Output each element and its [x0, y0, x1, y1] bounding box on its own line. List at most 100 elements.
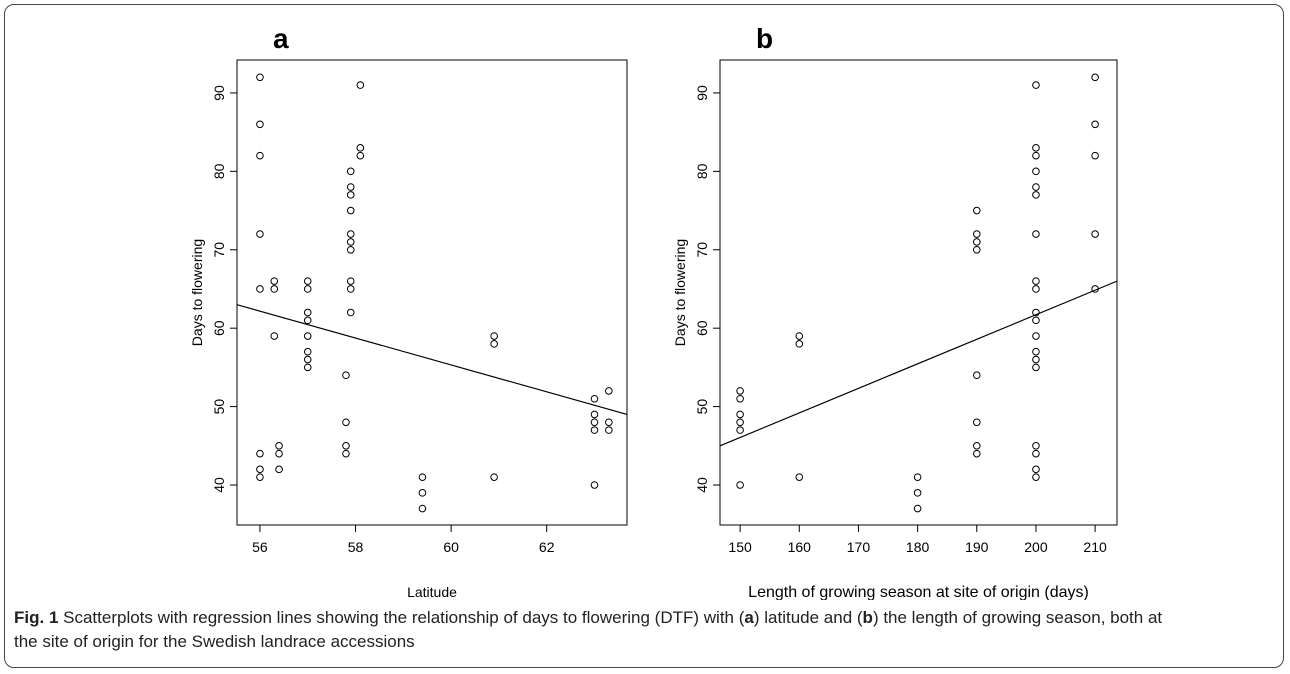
point: [256, 230, 264, 238]
caption-part: Scatterplots with regression lines showi…: [63, 608, 745, 627]
caption-text: Scatterplots with regression lines showi…: [14, 608, 1162, 651]
x-tick-label: 190: [965, 539, 989, 555]
point: [1091, 230, 1099, 238]
point: [346, 167, 355, 176]
y-tick-label: 60: [211, 320, 227, 336]
y-tick-label: 70: [211, 242, 227, 258]
point: [256, 151, 264, 160]
panel-label: b: [756, 23, 773, 54]
point: [1032, 442, 1040, 450]
point: [1032, 183, 1040, 191]
point: [1032, 277, 1040, 285]
x-tick-label: 62: [539, 539, 555, 555]
figure: a 56 58 60 62 40 50 60 70 80 90 Latitude Days to flo…: [189, 23, 1118, 600]
point: [303, 332, 312, 340]
point: [303, 277, 312, 285]
point: [972, 238, 981, 246]
point: [270, 285, 279, 293]
point: [736, 481, 744, 489]
point: [490, 332, 498, 340]
caption-part: b: [862, 608, 873, 627]
point: [346, 206, 355, 215]
point: [256, 473, 264, 481]
point: [342, 449, 350, 458]
point: [590, 481, 599, 489]
point: [256, 73, 264, 82]
point: [303, 355, 312, 364]
point: [1032, 316, 1040, 325]
point: [972, 371, 981, 380]
point: [1032, 285, 1040, 293]
point: [605, 426, 613, 434]
point: [346, 285, 355, 293]
point: [346, 183, 355, 191]
point: [490, 340, 498, 348]
point: [270, 277, 279, 285]
point: [1032, 347, 1040, 356]
point: [303, 285, 312, 293]
y-axis-label: Days to flowering: [189, 239, 205, 346]
y-tick-label: 90: [211, 85, 227, 101]
point: [346, 245, 355, 254]
point: [342, 418, 350, 427]
x-tick-label: 180: [906, 539, 930, 555]
regression-line: [236, 304, 628, 416]
y-tick-label: 80: [694, 163, 710, 179]
point: [303, 308, 312, 317]
point: [346, 191, 355, 199]
x-axis-label: Latitude: [407, 584, 457, 600]
point: [913, 489, 922, 497]
y-tick-label: 40: [211, 477, 227, 493]
point: [590, 426, 599, 434]
point: [270, 332, 279, 340]
point: [303, 347, 312, 356]
point: [1032, 230, 1040, 238]
point: [356, 151, 365, 160]
point: [490, 473, 498, 481]
point: [256, 120, 264, 129]
point: [913, 504, 922, 513]
caption-part: ) the length of growing season, both at …: [14, 608, 1163, 651]
caption-part: ) latitude and (: [753, 608, 863, 627]
y-tick-label: 60: [694, 320, 710, 336]
point: [590, 410, 599, 419]
point: [1032, 191, 1040, 199]
y-tick-label: 70: [694, 242, 710, 258]
point: [1032, 355, 1040, 364]
point: [736, 387, 744, 395]
point: [1032, 308, 1040, 317]
x-tick-label: 170: [847, 539, 871, 555]
y-tick-label: 40: [694, 477, 710, 493]
caption-part: a: [744, 608, 754, 627]
point: [346, 238, 355, 246]
caption: Fig. 1 Scatterplots with regression line…: [14, 606, 1164, 654]
x-tick-label: 150: [728, 539, 752, 555]
point: [1032, 332, 1040, 340]
point: [1032, 144, 1040, 152]
point: [303, 316, 312, 325]
y-tick-label: 80: [211, 163, 227, 179]
point: [256, 465, 264, 474]
panel-label: a: [273, 23, 289, 54]
y-tick-label: 50: [694, 399, 710, 415]
caption-label: Fig. 1: [14, 608, 59, 627]
point: [275, 442, 283, 450]
point: [972, 206, 981, 215]
point: [972, 418, 981, 427]
plot-box: [719, 59, 1118, 526]
point: [605, 387, 613, 395]
x-axis-label: Length of growing season at site of orig…: [748, 584, 1089, 600]
point: [418, 504, 427, 513]
point: [972, 442, 981, 450]
point: [972, 230, 981, 238]
point: [1032, 81, 1040, 89]
point: [736, 394, 744, 403]
point: [418, 489, 427, 497]
figure-frame: [4, 4, 1284, 668]
point: [795, 340, 804, 348]
point: [1091, 73, 1099, 82]
point: [1032, 473, 1040, 481]
point: [1032, 449, 1040, 458]
point: [590, 418, 599, 427]
point: [256, 449, 264, 458]
